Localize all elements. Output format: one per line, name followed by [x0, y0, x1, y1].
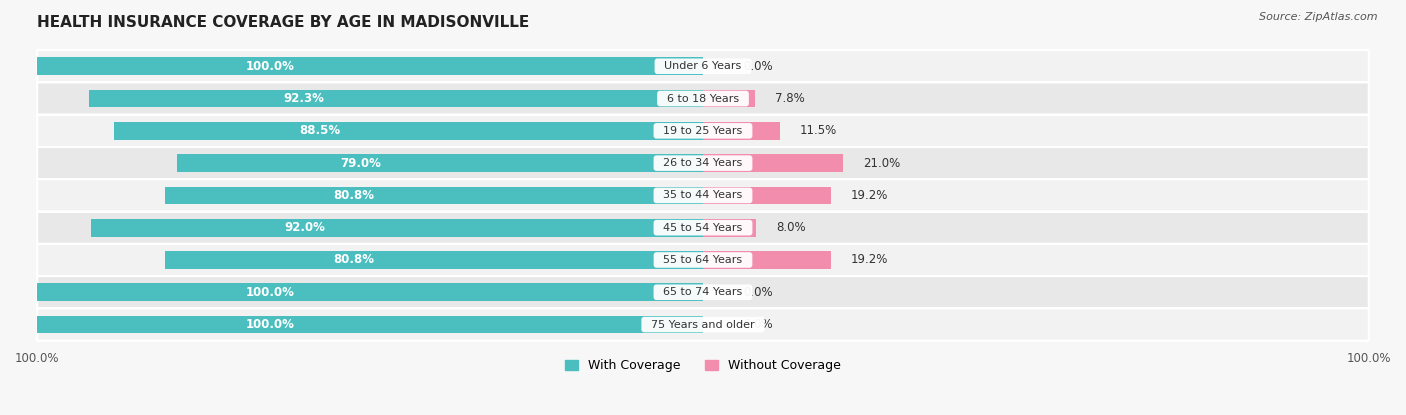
Text: 65 to 74 Years: 65 to 74 Years: [657, 287, 749, 297]
Bar: [703, 122, 779, 140]
Text: 0.0%: 0.0%: [742, 318, 772, 331]
Bar: [90, 219, 703, 237]
FancyBboxPatch shape: [37, 83, 1369, 115]
Text: 7.8%: 7.8%: [775, 92, 804, 105]
Bar: [114, 122, 703, 140]
Text: 100.0%: 100.0%: [246, 286, 295, 299]
Text: 80.8%: 80.8%: [333, 189, 374, 202]
Text: 88.5%: 88.5%: [299, 124, 340, 137]
Text: 92.0%: 92.0%: [284, 221, 325, 234]
Bar: [703, 251, 831, 269]
Text: 8.0%: 8.0%: [776, 221, 806, 234]
Bar: [177, 154, 703, 172]
Text: 19 to 25 Years: 19 to 25 Years: [657, 126, 749, 136]
Bar: [703, 154, 842, 172]
FancyBboxPatch shape: [37, 50, 1369, 83]
Text: 100.0%: 100.0%: [246, 318, 295, 331]
Text: 11.5%: 11.5%: [800, 124, 837, 137]
Text: 0.0%: 0.0%: [742, 286, 772, 299]
Text: 35 to 44 Years: 35 to 44 Years: [657, 190, 749, 200]
Bar: [89, 90, 703, 107]
FancyBboxPatch shape: [37, 308, 1369, 341]
Text: 0.0%: 0.0%: [742, 60, 772, 73]
Bar: [165, 186, 703, 204]
Bar: [703, 186, 831, 204]
Text: 45 to 54 Years: 45 to 54 Years: [657, 223, 749, 233]
Bar: [37, 57, 703, 75]
Text: 26 to 34 Years: 26 to 34 Years: [657, 158, 749, 168]
Text: 92.3%: 92.3%: [283, 92, 323, 105]
Bar: [703, 90, 755, 107]
Bar: [703, 219, 756, 237]
Text: 80.8%: 80.8%: [333, 254, 374, 266]
Text: 55 to 64 Years: 55 to 64 Years: [657, 255, 749, 265]
Text: 100.0%: 100.0%: [246, 60, 295, 73]
FancyBboxPatch shape: [37, 115, 1369, 147]
Text: 6 to 18 Years: 6 to 18 Years: [659, 93, 747, 104]
Text: 19.2%: 19.2%: [851, 254, 889, 266]
Text: 21.0%: 21.0%: [863, 156, 900, 170]
Text: Under 6 Years: Under 6 Years: [658, 61, 748, 71]
Bar: [165, 251, 703, 269]
Text: Source: ZipAtlas.com: Source: ZipAtlas.com: [1260, 12, 1378, 22]
Bar: [37, 283, 703, 301]
Text: 19.2%: 19.2%: [851, 189, 889, 202]
FancyBboxPatch shape: [37, 244, 1369, 276]
Text: 75 Years and older: 75 Years and older: [644, 320, 762, 330]
Bar: [37, 316, 703, 333]
Legend: With Coverage, Without Coverage: With Coverage, Without Coverage: [561, 354, 845, 377]
Text: 79.0%: 79.0%: [340, 156, 381, 170]
FancyBboxPatch shape: [37, 147, 1369, 179]
Text: HEALTH INSURANCE COVERAGE BY AGE IN MADISONVILLE: HEALTH INSURANCE COVERAGE BY AGE IN MADI…: [37, 15, 530, 30]
FancyBboxPatch shape: [37, 212, 1369, 244]
FancyBboxPatch shape: [37, 179, 1369, 212]
FancyBboxPatch shape: [37, 276, 1369, 308]
